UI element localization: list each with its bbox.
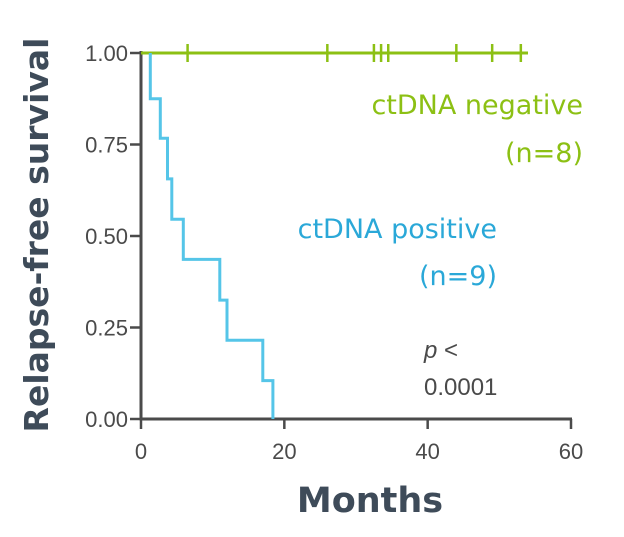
x-axis-ticks: 0 20 40 60: [135, 419, 583, 464]
y-tick-label: 0.50: [85, 224, 128, 249]
series-lines: [141, 44, 528, 419]
p-value: 0.0001: [424, 374, 497, 401]
series-label-negative-line2: (n=8): [505, 138, 583, 169]
x-tick-label: 60: [559, 439, 583, 464]
x-axis-title: Months: [297, 481, 443, 521]
y-tick-label: 1.00: [85, 41, 128, 66]
series-line-ctdna-positive: [148, 53, 275, 419]
p-symbol: p: [423, 337, 437, 364]
y-axis-title: Relapse-free survival: [17, 38, 56, 433]
y-tick-label: 0.00: [85, 407, 128, 432]
y-tick-label: 0.75: [85, 133, 128, 158]
x-tick-label: 0: [135, 439, 147, 464]
p-value-prefix: p <: [423, 337, 458, 364]
p-less-than: <: [437, 337, 458, 364]
series-label-positive-line2: (n=9): [419, 261, 497, 292]
series-label-negative-line1: ctDNA negative: [371, 90, 583, 121]
x-tick-label: 20: [272, 439, 296, 464]
x-tick-label: 40: [415, 439, 439, 464]
y-axis-ticks: 0.00 0.25 0.50 0.75 1.00: [85, 41, 141, 432]
series-label-positive-line1: ctDNA positive: [298, 214, 497, 245]
y-tick-label: 0.25: [85, 316, 128, 341]
